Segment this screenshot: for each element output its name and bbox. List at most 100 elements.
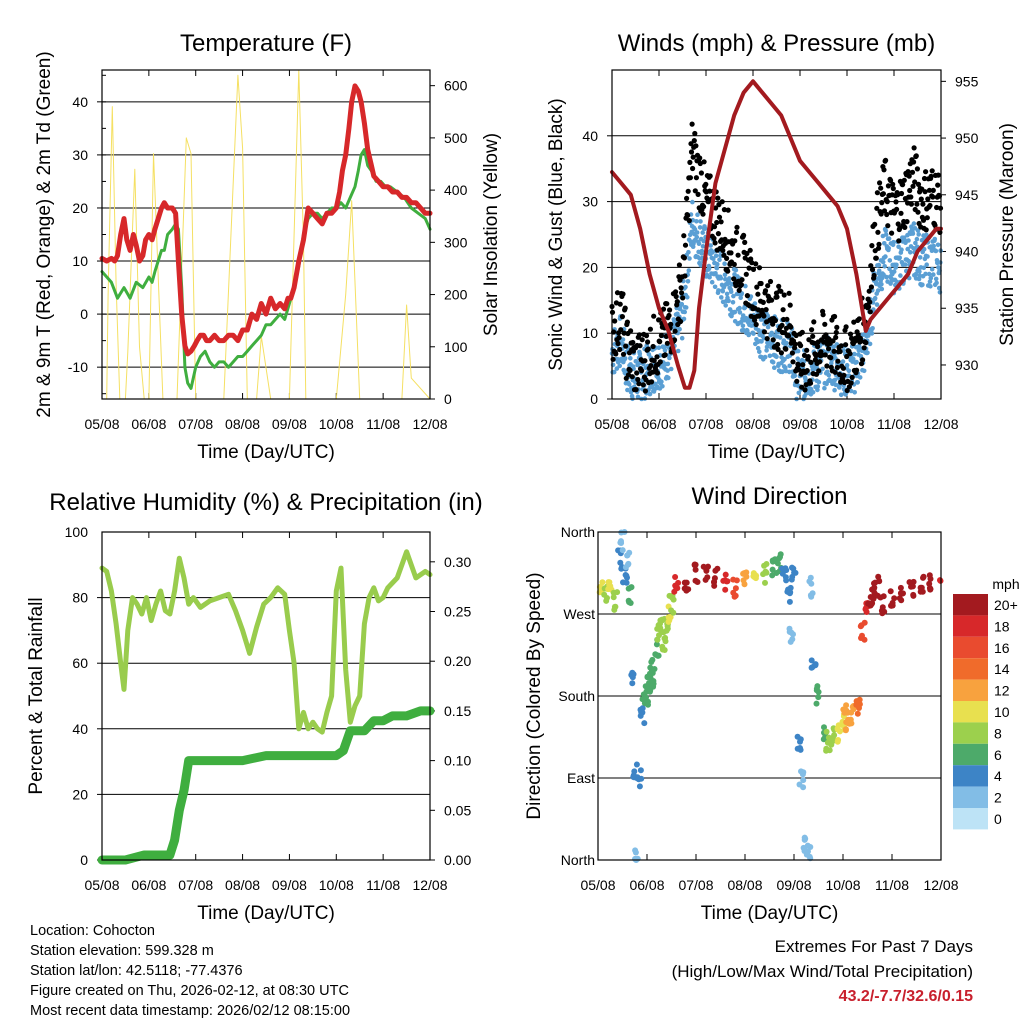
direction-point bbox=[740, 570, 747, 577]
gust-point bbox=[656, 317, 662, 323]
gust-point bbox=[815, 343, 821, 350]
gust-point bbox=[728, 250, 734, 256]
plot-frame bbox=[597, 531, 942, 861]
gust-point bbox=[831, 348, 837, 354]
gust-point bbox=[807, 380, 814, 386]
direction-point bbox=[804, 842, 811, 849]
gust-point bbox=[698, 170, 705, 176]
direction-point bbox=[815, 694, 822, 701]
wind-point bbox=[690, 199, 695, 205]
wind-point bbox=[927, 271, 932, 277]
x-tick-label: 10/08 bbox=[319, 416, 354, 432]
colorbar-label: 18 bbox=[994, 618, 1010, 634]
direction-point bbox=[664, 625, 671, 632]
wind-point bbox=[782, 357, 787, 362]
gust-point bbox=[610, 356, 616, 362]
y-tick-label: 20 bbox=[582, 259, 598, 275]
gust-point bbox=[689, 121, 695, 127]
gust-point bbox=[736, 287, 742, 293]
wind-point bbox=[700, 230, 705, 235]
wind-point bbox=[908, 250, 913, 255]
direction-point bbox=[632, 856, 638, 862]
gust-point bbox=[879, 200, 885, 206]
colorbar-label: 20+ bbox=[994, 597, 1018, 613]
y2-tick-label: 500 bbox=[444, 130, 468, 146]
gust-point bbox=[637, 343, 643, 349]
direction-point bbox=[623, 572, 630, 579]
gust-point bbox=[680, 295, 686, 301]
gust-point bbox=[639, 368, 645, 374]
wind-point bbox=[928, 284, 933, 289]
panel-title: Wind Direction bbox=[691, 483, 847, 510]
gust-point bbox=[722, 236, 728, 242]
direction-point bbox=[909, 583, 916, 590]
gust-point bbox=[805, 354, 811, 360]
gust-point bbox=[898, 210, 904, 216]
gust-point bbox=[841, 372, 847, 378]
wind-point bbox=[611, 369, 617, 375]
y2-tick-label: 930 bbox=[955, 357, 979, 373]
wind-point bbox=[931, 243, 936, 249]
wind-point bbox=[816, 379, 822, 385]
gust-point bbox=[746, 265, 752, 271]
gust-point bbox=[772, 317, 779, 324]
gust-point bbox=[681, 233, 687, 239]
gust-point bbox=[874, 205, 880, 211]
gust-point bbox=[763, 307, 769, 313]
direction-point bbox=[633, 761, 640, 768]
gust-point bbox=[811, 319, 817, 325]
gust-point bbox=[755, 291, 761, 297]
wind-point bbox=[852, 351, 857, 357]
gust-point bbox=[716, 214, 723, 220]
gust-point bbox=[878, 185, 884, 191]
colorbar-swatch bbox=[953, 808, 988, 830]
wind-point bbox=[876, 262, 882, 268]
colorbar-swatch bbox=[953, 765, 988, 787]
direction-point bbox=[789, 573, 796, 580]
gust-point bbox=[885, 223, 891, 229]
x-tick-label: 12/08 bbox=[923, 877, 958, 893]
direction-point bbox=[610, 589, 617, 596]
gust-point bbox=[673, 289, 679, 295]
gust-point bbox=[693, 143, 699, 149]
gust-point bbox=[630, 339, 636, 346]
direction-point bbox=[920, 573, 927, 580]
wind-point bbox=[755, 345, 761, 351]
wind-point bbox=[770, 360, 776, 365]
wind-point bbox=[921, 246, 927, 252]
wind-point bbox=[936, 285, 942, 291]
wind-point bbox=[882, 264, 887, 269]
x-tick-label: 05/08 bbox=[594, 416, 629, 432]
gust-point bbox=[654, 370, 661, 376]
gust-point bbox=[623, 343, 629, 349]
y-tick-label: 10 bbox=[72, 253, 88, 269]
x-tick-label: 08/08 bbox=[735, 416, 770, 432]
direction-point bbox=[711, 582, 718, 589]
direction-point bbox=[776, 555, 783, 562]
wind-point bbox=[866, 333, 871, 338]
wind-point bbox=[826, 372, 832, 378]
direction-point bbox=[927, 586, 934, 593]
wind-point bbox=[737, 305, 742, 311]
y-tick-label: 0 bbox=[80, 306, 88, 322]
wind-point bbox=[916, 232, 921, 237]
gust-point bbox=[693, 175, 700, 181]
series-solar-insolation bbox=[101, 69, 431, 400]
wind-point bbox=[822, 385, 827, 391]
direction-point bbox=[861, 636, 868, 643]
direction-point bbox=[792, 569, 799, 576]
wind-point bbox=[757, 349, 762, 355]
gust-point bbox=[924, 215, 930, 221]
wind-point bbox=[625, 387, 630, 393]
direction-point bbox=[779, 565, 786, 572]
direction-point bbox=[599, 579, 606, 586]
wind-point bbox=[660, 384, 665, 389]
wind-point bbox=[722, 272, 728, 278]
wind-point bbox=[626, 382, 632, 387]
y-tick-label: West bbox=[563, 606, 595, 622]
wind-point bbox=[933, 276, 939, 282]
gust-point bbox=[636, 332, 643, 338]
direction-point bbox=[834, 726, 841, 733]
gust-point bbox=[703, 181, 709, 187]
direction-point bbox=[906, 579, 913, 586]
